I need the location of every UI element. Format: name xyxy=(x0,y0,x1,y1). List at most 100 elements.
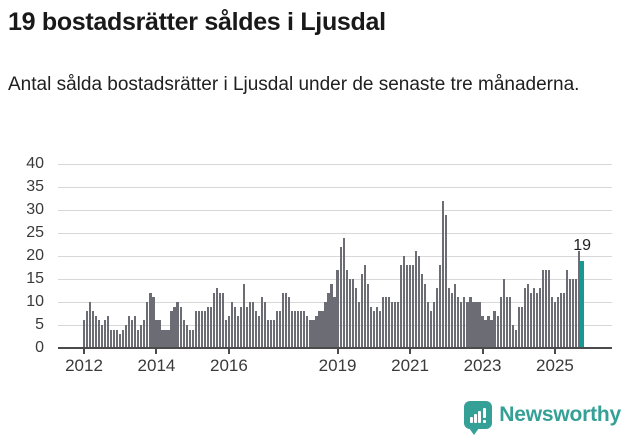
bar xyxy=(191,329,194,348)
x-tick-label: 2014 xyxy=(137,356,176,375)
bar xyxy=(107,315,110,348)
bar xyxy=(378,311,381,348)
bar xyxy=(466,302,469,348)
bar xyxy=(294,311,297,348)
bar xyxy=(113,329,116,348)
bar xyxy=(209,306,212,348)
bar xyxy=(418,256,421,348)
page-title: 19 bostadsrätter såldes i Ljusdal xyxy=(8,8,386,36)
bar xyxy=(188,329,191,348)
bar xyxy=(288,297,291,348)
x-tick-mark xyxy=(481,349,484,354)
bar xyxy=(478,302,481,348)
bar xyxy=(239,306,243,348)
bar xyxy=(270,320,273,348)
bar xyxy=(345,269,348,348)
bar xyxy=(387,297,390,348)
bar xyxy=(445,214,448,348)
bar xyxy=(303,311,306,348)
x-tick-mark xyxy=(409,349,412,354)
bar xyxy=(375,306,378,348)
bar xyxy=(351,279,354,348)
bar xyxy=(457,297,460,348)
bar xyxy=(436,288,439,348)
bar xyxy=(170,311,173,348)
bar xyxy=(541,269,544,348)
bar xyxy=(152,297,155,348)
bar xyxy=(469,297,472,348)
bar xyxy=(149,292,152,348)
bar xyxy=(309,320,312,348)
y-tick-label: 30 xyxy=(26,201,44,218)
bar xyxy=(430,311,433,348)
bar xyxy=(258,315,261,348)
x-tick-mark xyxy=(336,349,339,354)
y-tick-label: 20 xyxy=(26,247,44,264)
brand-name: Newsworthy xyxy=(499,403,621,426)
bar xyxy=(182,320,185,348)
bar xyxy=(427,302,430,348)
bar xyxy=(369,306,372,348)
bar xyxy=(357,302,360,348)
bar xyxy=(134,315,137,348)
bar xyxy=(143,320,146,348)
bar xyxy=(116,329,119,348)
bar xyxy=(393,302,397,348)
bar xyxy=(242,283,246,348)
bar xyxy=(439,265,442,348)
bar xyxy=(526,283,529,348)
plot-area: 19 xyxy=(58,163,612,348)
bar xyxy=(318,311,321,348)
bar xyxy=(405,265,409,348)
latest-value-label: 19 xyxy=(573,236,592,254)
bar xyxy=(85,311,89,348)
bar xyxy=(578,251,581,348)
bar xyxy=(122,329,125,348)
bar xyxy=(312,320,315,348)
bar xyxy=(324,302,327,348)
bar xyxy=(137,329,140,348)
gridline xyxy=(58,278,612,280)
x-tick-mark xyxy=(553,349,556,354)
bar xyxy=(354,288,357,348)
bar xyxy=(493,311,496,348)
bar xyxy=(110,329,113,348)
bar xyxy=(300,311,303,348)
bar xyxy=(164,329,167,348)
bar xyxy=(511,325,514,348)
bar xyxy=(433,302,436,348)
bar xyxy=(94,315,98,348)
bar xyxy=(451,292,454,348)
bar xyxy=(176,302,179,348)
bar xyxy=(82,320,86,348)
bar xyxy=(212,292,215,348)
bar xyxy=(523,288,526,348)
bar xyxy=(254,311,258,348)
bar xyxy=(571,279,575,348)
bar xyxy=(146,302,149,348)
bar xyxy=(472,302,475,348)
bar xyxy=(315,315,318,348)
bar xyxy=(463,297,466,348)
bar xyxy=(505,297,508,348)
bar xyxy=(424,283,427,348)
bar xyxy=(535,292,538,348)
bar xyxy=(291,311,294,348)
bar-chart: 19 2012 2014 2016 2019 2021 2023 2025 0 5 10 15 20… xyxy=(0,155,631,394)
bar xyxy=(200,311,203,348)
bar xyxy=(366,283,369,348)
newsworthy-logo-icon xyxy=(464,401,493,435)
brand-footer: Newsworthy xyxy=(464,399,621,435)
bar xyxy=(140,325,143,348)
bar xyxy=(460,302,463,348)
y-tick-label: 15 xyxy=(26,270,44,287)
chart-subtitle: Antal sålda bostadsrätter i Ljusdal unde… xyxy=(8,74,580,95)
bar xyxy=(119,334,122,348)
bar xyxy=(499,297,502,348)
bar xyxy=(442,200,445,348)
x-tick-label: 2016 xyxy=(209,356,248,375)
bar xyxy=(245,306,249,348)
bar xyxy=(236,315,240,348)
bar xyxy=(496,315,499,348)
gridline xyxy=(58,186,612,188)
